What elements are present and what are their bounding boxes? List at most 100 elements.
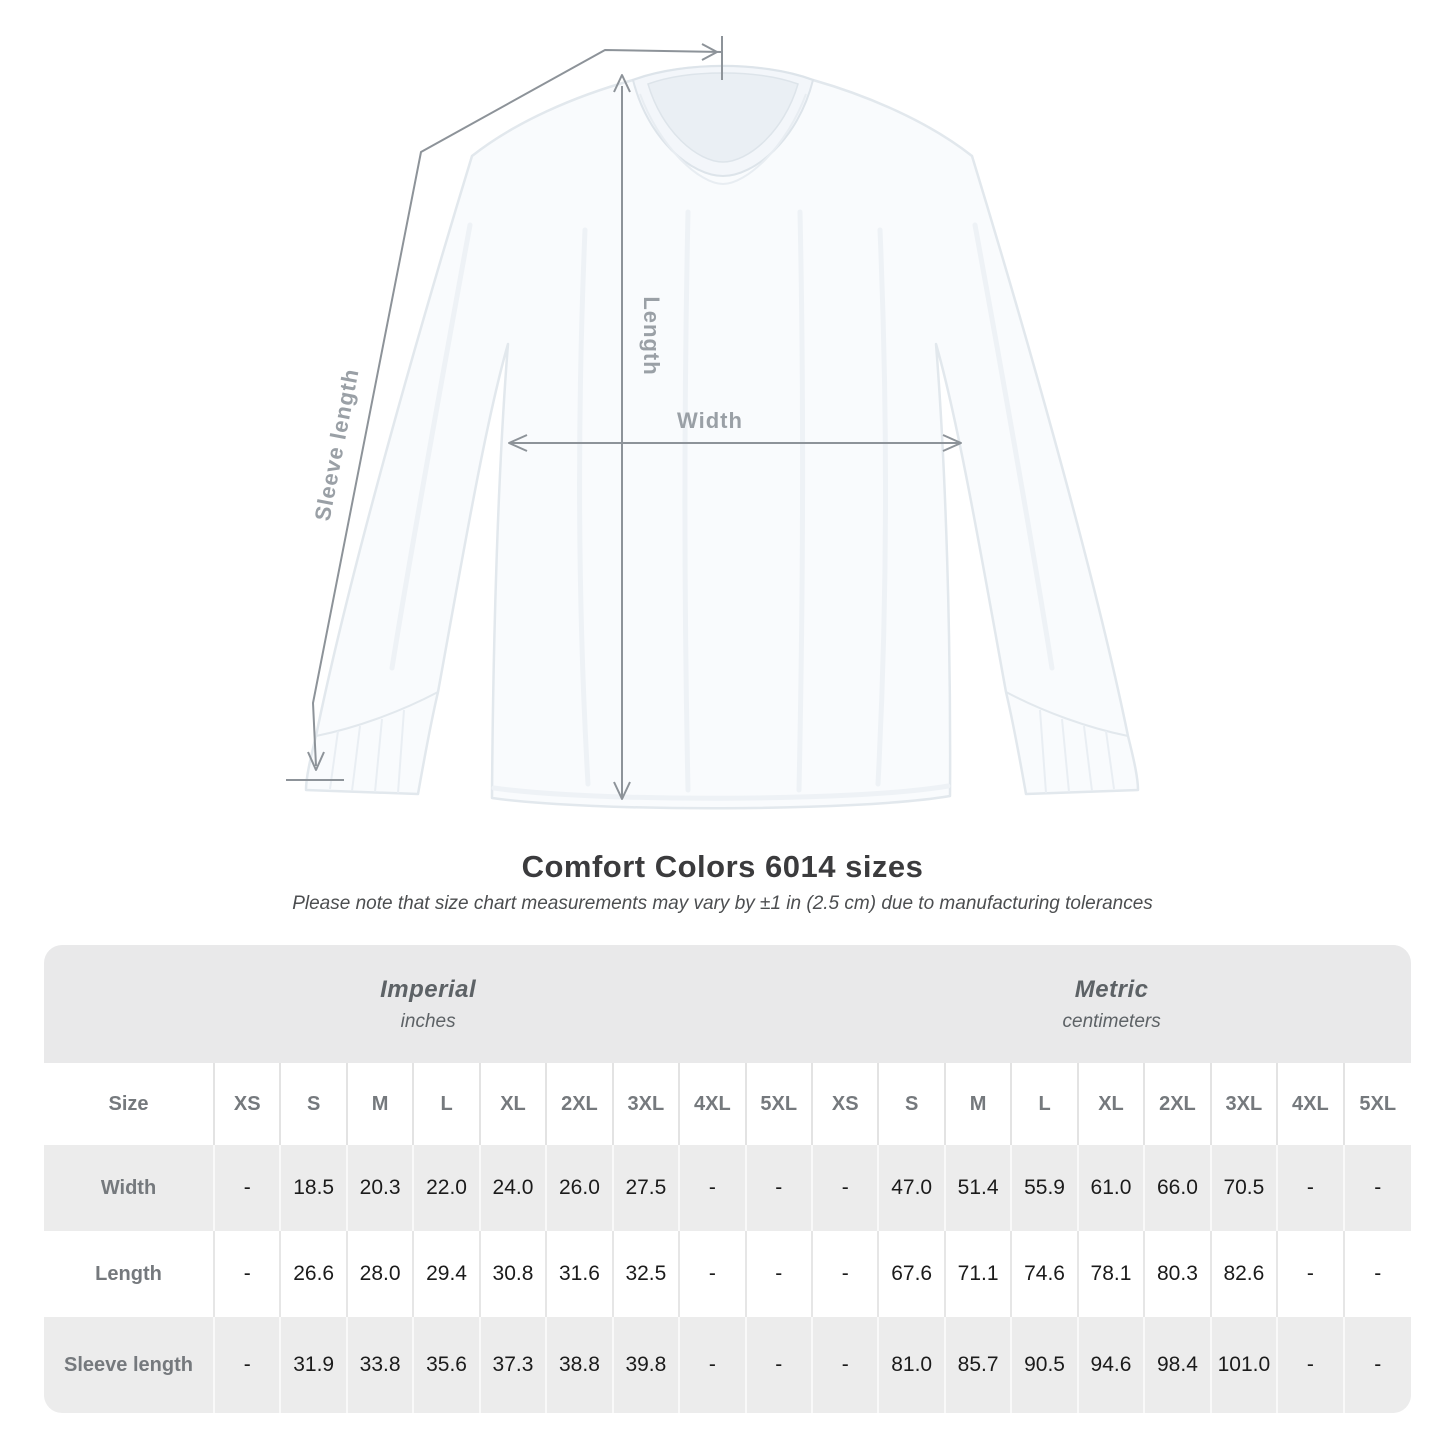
width-label: Width <box>677 408 743 433</box>
size-value-cell: 22.0 <box>414 1145 481 1231</box>
size-value-cell: - <box>680 1145 747 1231</box>
size-value-cell: 38.8 <box>547 1317 614 1413</box>
size-value-cell: - <box>747 1317 813 1413</box>
size-column-header: 2XL <box>1145 1063 1212 1145</box>
size-value-cell: 37.3 <box>481 1317 548 1413</box>
size-value-cell: 31.6 <box>547 1231 614 1317</box>
row-label: Width <box>44 1145 215 1231</box>
size-value-cell: - <box>747 1145 813 1231</box>
size-value-cell: 66.0 <box>1145 1145 1212 1231</box>
size-value-cell: 35.6 <box>414 1317 481 1413</box>
size-value-cell: - <box>1278 1231 1345 1317</box>
size-value-cell: 81.0 <box>879 1317 946 1413</box>
metric-band-unit: centimeters <box>1062 1010 1161 1032</box>
width-measure-line <box>508 434 962 452</box>
shirt-diagram-svg: Sleeve length Length Width <box>286 36 1140 810</box>
size-value-cell: 90.5 <box>1012 1317 1079 1413</box>
size-column-header: XL <box>481 1063 548 1145</box>
size-value-cell: 29.4 <box>414 1231 481 1317</box>
unit-band: Imperial inches Metric centimeters <box>44 945 1411 1063</box>
size-column-header: XS <box>813 1063 880 1145</box>
size-value-cell: 71.1 <box>946 1231 1013 1317</box>
size-value-cell: 18.5 <box>281 1145 348 1231</box>
shirt-collar <box>631 64 815 186</box>
size-column-header: 2XL <box>547 1063 614 1145</box>
size-value-cell: - <box>813 1145 880 1231</box>
size-value-cell: 101.0 <box>1212 1317 1279 1413</box>
size-value-cell: 47.0 <box>879 1145 946 1231</box>
imperial-band-unit: inches <box>400 1010 456 1032</box>
size-value-cell: 82.6 <box>1212 1231 1279 1317</box>
size-column-header: L <box>414 1063 481 1145</box>
size-value-cell: 27.5 <box>614 1145 681 1231</box>
size-value-cell: - <box>1278 1317 1345 1413</box>
size-value-cell: 55.9 <box>1012 1145 1079 1231</box>
size-value-cell: - <box>747 1231 813 1317</box>
size-value-cell: - <box>1374 1262 1382 1285</box>
sleeve-length-label: Sleeve length <box>310 366 364 523</box>
size-value-cell: - <box>680 1231 747 1317</box>
size-corner-label: Size <box>44 1063 215 1145</box>
size-value-cell: 98.4 <box>1145 1317 1212 1413</box>
size-value-cell: 31.9 <box>281 1317 348 1413</box>
size-value-cell: 67.6 <box>879 1231 946 1317</box>
sleeve-length-measure-line <box>286 36 723 781</box>
size-value-cell: 20.3 <box>348 1145 415 1231</box>
metric-band-title: Metric <box>1074 975 1149 1003</box>
size-value-cell: 26.0 <box>547 1145 614 1231</box>
size-column-header: 4XL <box>1278 1063 1345 1145</box>
size-column-header: M <box>946 1063 1013 1145</box>
size-value-cell: 30.8 <box>481 1231 548 1317</box>
size-value-cell: - <box>215 1231 282 1317</box>
size-value-cell: 28.0 <box>348 1231 415 1317</box>
page-subtitle: Please note that size chart measurements… <box>292 893 1153 914</box>
size-value-cell: - <box>215 1145 282 1231</box>
length-label: Length <box>639 296 664 375</box>
size-value-cell: 80.3 <box>1145 1231 1212 1317</box>
shirt-cuffs <box>315 691 1129 794</box>
size-value-cell: - <box>215 1317 282 1413</box>
size-value-cell: 94.6 <box>1079 1317 1146 1413</box>
size-column-header: XL <box>1079 1063 1146 1145</box>
size-column-header: 4XL <box>680 1063 747 1145</box>
size-value-cell: - <box>1374 1353 1382 1376</box>
size-value-cell: 33.8 <box>348 1317 415 1413</box>
table-row: Length -26.6 28.0 29.4 30.8 31.6 32.5- - -67.6 71… <box>44 1231 1411 1317</box>
table-row: Sleeve length -31.9 33.8 35.6 37.3 38.8 39.8- -… <box>44 1317 1411 1413</box>
row-label: Length <box>44 1231 215 1317</box>
size-value-cell: - <box>1278 1145 1345 1231</box>
table-row: Width -18.5 20.3 22.0 24.0 26.0 27.5- - -47.0 51.… <box>44 1145 1411 1231</box>
size-value-cell: 51.4 <box>946 1145 1013 1231</box>
size-value-cell: 85.7 <box>946 1317 1013 1413</box>
size-value-cell: 26.6 <box>281 1231 348 1317</box>
size-value-cell: - <box>813 1317 880 1413</box>
row-label: Sleeve length <box>44 1317 215 1413</box>
size-column-header: M <box>348 1063 415 1145</box>
size-value-cell: - <box>680 1317 747 1413</box>
size-value-cell: 78.1 <box>1079 1231 1146 1317</box>
size-column-header: S <box>281 1063 348 1145</box>
size-value-cell: - <box>813 1231 880 1317</box>
size-value-cell: 74.6 <box>1012 1231 1079 1317</box>
page-title: Comfort Colors 6014 sizes <box>521 849 924 884</box>
metric-band: Metric centimeters <box>812 945 1411 1063</box>
imperial-band: Imperial inches <box>44 945 812 1063</box>
imperial-band-title: Imperial <box>380 975 477 1003</box>
size-column-header: 5XL <box>747 1063 813 1145</box>
size-chart-table: Imperial inches Metric centimeters Size X… <box>44 945 1411 1413</box>
size-value-cell: 24.0 <box>481 1145 548 1231</box>
size-column-header: XS <box>215 1063 282 1145</box>
size-column-header: S <box>879 1063 946 1145</box>
size-value-cell: 70.5 <box>1212 1145 1279 1231</box>
shirt-measurement-diagram: Sleeve length Length Width <box>286 36 1140 810</box>
size-column-header: L <box>1012 1063 1079 1145</box>
size-header-row: Size XS S M L XL 2XL 3XL 4XL 5XL XS S M L XL 2XL 3XL 4XL 5… <box>44 1063 1411 1145</box>
size-value-cell: 32.5 <box>614 1231 681 1317</box>
shirt-illustration <box>304 64 1140 810</box>
size-value-cell: 39.8 <box>614 1317 681 1413</box>
size-column-header: 5XL <box>1359 1092 1397 1115</box>
size-value-cell: 61.0 <box>1079 1145 1146 1231</box>
shirt-fold-lines <box>389 209 1055 801</box>
size-column-header: 3XL <box>1212 1063 1279 1145</box>
size-column-header: 3XL <box>614 1063 681 1145</box>
